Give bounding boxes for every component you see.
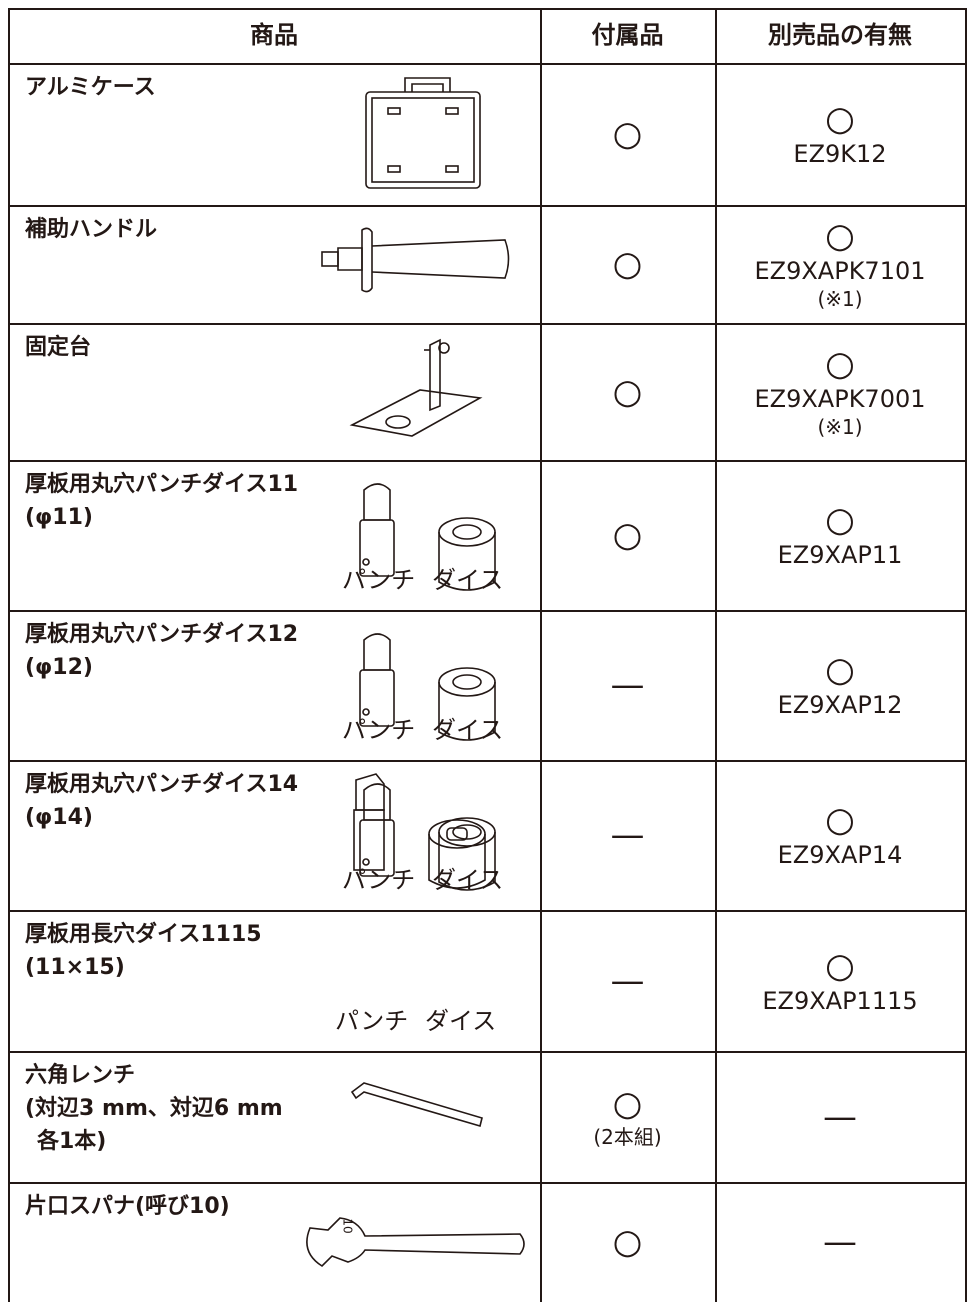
- part-label: ダイス: [432, 866, 504, 894]
- included-note: (2本組): [593, 1124, 662, 1149]
- optional-code: EZ9XAP12: [777, 691, 903, 719]
- optional-mark: ○: [825, 650, 855, 690]
- product-name: (対辺3 mm、対辺6 mm: [25, 1096, 283, 1121]
- optional-code: EZ9XAP1115: [762, 986, 918, 1015]
- included-mark: ○: [612, 244, 643, 284]
- optional-mark: —: [823, 1096, 857, 1137]
- part-label: パンチ: [342, 866, 416, 894]
- header-cell: 付属品: [591, 21, 664, 49]
- rule: [8, 610, 966, 612]
- part-label: パンチ: [342, 716, 416, 744]
- header-cell: 別売品の有無: [768, 21, 912, 49]
- product-name: 補助ハンドル: [25, 217, 158, 242]
- rule: [540, 8, 542, 1302]
- rule: [8, 1051, 966, 1053]
- optional-mark: ○: [825, 800, 855, 840]
- rule: [965, 8, 967, 1302]
- included-mark: ○: [612, 371, 643, 412]
- product-name: (φ11): [25, 505, 93, 530]
- product-name: 各1本): [37, 1129, 107, 1154]
- rule: [8, 8, 10, 1302]
- product-name: 片口スパナ(呼び10): [25, 1194, 230, 1219]
- rule: [8, 8, 966, 10]
- product-name: (φ12): [25, 655, 93, 680]
- optional-mark: ○: [825, 343, 855, 384]
- part-label: パンチ: [342, 566, 416, 594]
- stamp: 10: [340, 1218, 355, 1234]
- optional-code: EZ9XAP14: [777, 841, 903, 869]
- part-label: ダイス: [432, 566, 504, 594]
- included-mark: —: [610, 665, 645, 705]
- product-name: 固定台: [25, 335, 92, 360]
- optional-note: (※1): [817, 287, 863, 311]
- rule: [8, 63, 966, 65]
- included-mark: ○: [612, 1222, 643, 1262]
- product-name: 厚板用丸穴パンチダイス14: [25, 772, 299, 797]
- part-label: パンチ: [335, 1007, 409, 1035]
- part-label: ダイス: [425, 1007, 497, 1035]
- rule: [8, 323, 966, 325]
- included-mark: —: [610, 815, 645, 855]
- rule: [8, 205, 966, 207]
- rule: [8, 760, 966, 762]
- rule: [8, 910, 966, 912]
- optional-code: EZ9XAP11: [777, 541, 903, 569]
- optional-code: EZ9K12: [793, 140, 887, 168]
- included-mark: —: [610, 960, 645, 1001]
- optional-mark: ○: [825, 945, 855, 986]
- optional-mark: ○: [825, 500, 855, 540]
- optional-note: (※1): [817, 414, 863, 439]
- product-name: 六角レンチ: [25, 1063, 136, 1088]
- included-mark: ○: [612, 114, 643, 154]
- rule: [8, 460, 966, 462]
- optional-code: EZ9XAPK7101: [754, 257, 926, 285]
- optional-mark: ○: [825, 216, 855, 256]
- product-name: (φ14): [25, 805, 93, 830]
- included-mark: ○: [612, 1083, 643, 1124]
- optional-mark: —: [823, 1222, 857, 1262]
- included-mark: ○: [612, 515, 643, 555]
- rule: [8, 1182, 966, 1184]
- rule: [715, 8, 717, 1302]
- product-name: (11×15): [25, 955, 125, 980]
- part-label: ダイス: [432, 716, 504, 744]
- header-cell: 商品: [250, 21, 298, 49]
- product-name: 厚板用長穴ダイス1115: [25, 922, 262, 947]
- product-name: アルミケース: [25, 75, 156, 100]
- optional-mark: ○: [825, 99, 855, 139]
- product-name: 厚板用丸穴パンチダイス12: [25, 622, 299, 647]
- product-name: 厚板用丸穴パンチダイス11: [25, 472, 299, 497]
- optional-code: EZ9XAPK7001: [754, 384, 926, 413]
